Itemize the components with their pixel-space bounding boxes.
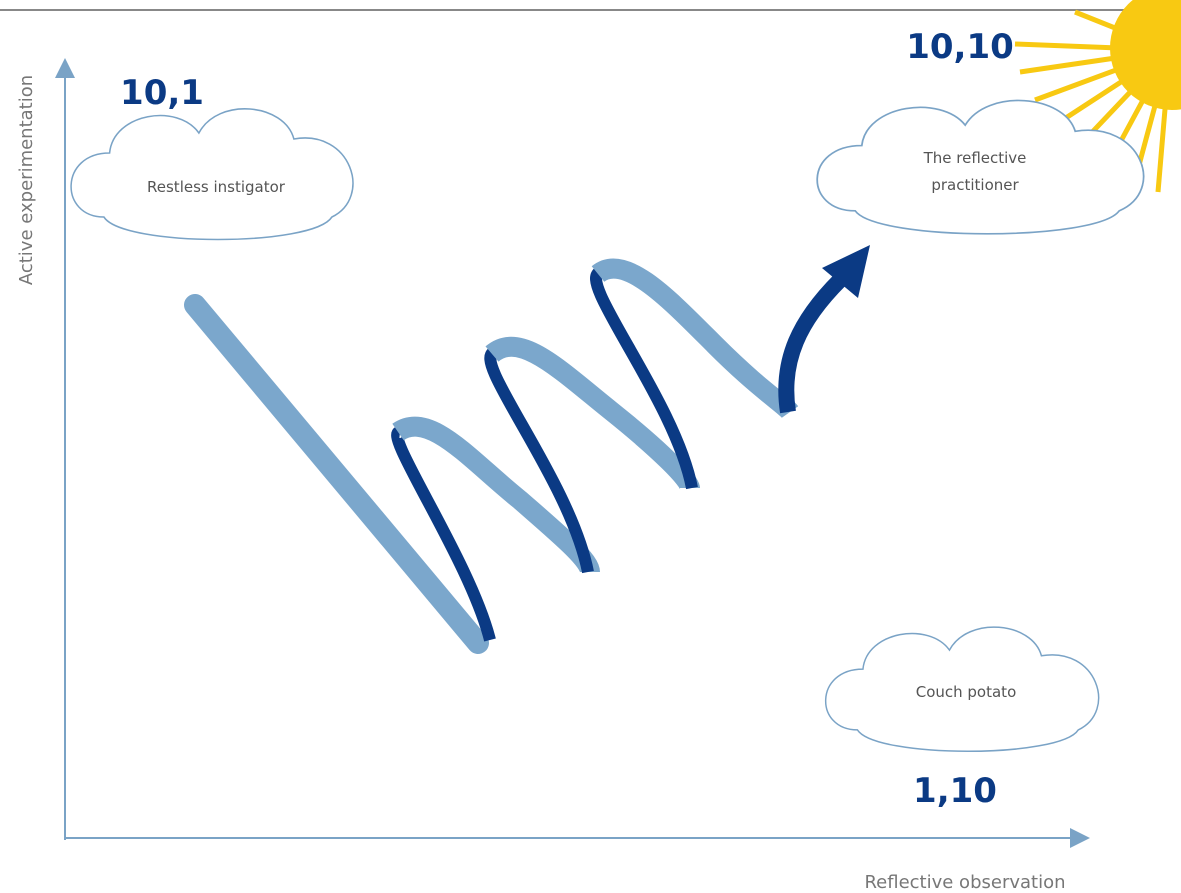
coord-label: 1,10 — [913, 771, 997, 811]
cloud-label: Couch potato — [916, 683, 1017, 701]
cloud-label: Restless instigator — [147, 178, 286, 196]
cloud — [816, 99, 1145, 235]
cloud-label: practitioner — [931, 176, 1019, 194]
y-axis-label: Active experimentation — [16, 75, 37, 285]
cloud — [70, 108, 354, 241]
coord-label: 10,10 — [906, 27, 1014, 67]
cloud-label: The reflective — [923, 149, 1027, 167]
coord-label: 10,1 — [120, 73, 204, 113]
x-axis-label: Reflective observation — [864, 872, 1065, 893]
spiral — [184, 245, 870, 654]
sun — [1014, 0, 1181, 193]
